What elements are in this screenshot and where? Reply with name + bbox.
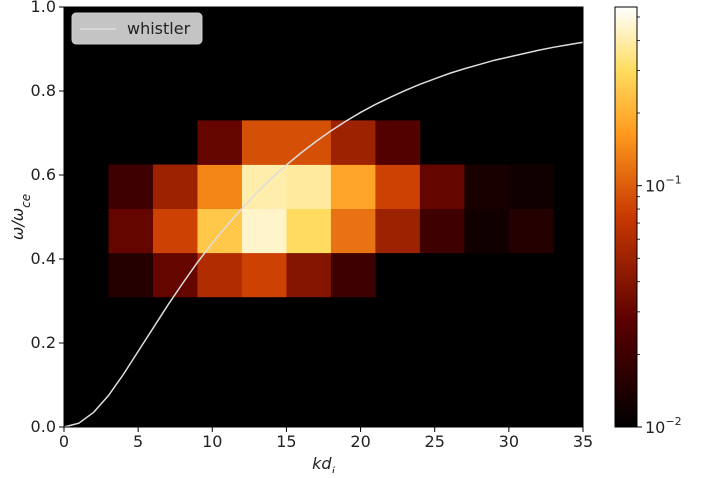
heatmap-cell xyxy=(508,164,554,209)
legend-box xyxy=(71,12,203,45)
heatmap-cell xyxy=(508,208,554,254)
heatmap-cell xyxy=(286,208,332,254)
x-tick-label: 35 xyxy=(573,432,593,451)
heatmap-cell xyxy=(197,164,243,209)
colorbar-tick-label: 10−1 xyxy=(645,174,682,196)
y-tick-label: 0.6 xyxy=(31,165,56,184)
heatmap-cells xyxy=(108,120,554,298)
heatmap-cell xyxy=(330,208,376,254)
series-lines xyxy=(63,41,584,428)
heatmap-cell xyxy=(241,252,287,298)
y-tick-label: 1.0 xyxy=(31,0,56,16)
y-tick-label: 0.8 xyxy=(31,81,56,100)
heatmap-cell xyxy=(375,208,421,254)
heatmap-cell xyxy=(330,252,376,298)
y-axis-label: ω/ωce xyxy=(8,194,33,240)
axes: 0 5 10 15 20 25 30 35 0.0 0.2 0.4 0.6 0.8 1.0 kdi ω/ωce xyxy=(8,0,593,478)
x-tick-label: 10 xyxy=(202,432,222,451)
heatmap-cell xyxy=(108,164,154,209)
heatmap-cell xyxy=(375,120,421,165)
heatmap-cell xyxy=(286,120,332,165)
y-tick-label: 0.0 xyxy=(31,417,56,436)
heatmap-cell xyxy=(286,252,332,298)
heatmap-cell xyxy=(241,208,287,254)
colorbar-gradient xyxy=(614,6,638,428)
heatmap-cell xyxy=(375,164,421,209)
legend-label: whistler xyxy=(127,19,191,38)
plot-frame xyxy=(63,6,584,428)
x-tick-label: 15 xyxy=(276,432,296,451)
x-tick-label: 25 xyxy=(425,432,445,451)
x-tick-label: 0 xyxy=(59,432,69,451)
x-axis-label: kdi xyxy=(312,454,335,473)
x-tick-label: 30 xyxy=(499,432,519,451)
legend: whistler xyxy=(71,12,203,45)
heatmap-cell xyxy=(419,208,465,254)
colorbar-tick-label: 10−2 xyxy=(645,415,682,437)
y-tick-label: 0.4 xyxy=(31,249,56,268)
heatmap-cell xyxy=(241,120,287,165)
x-tick-label: 20 xyxy=(350,432,370,451)
heatmap-cell xyxy=(152,252,198,298)
heatmap-cell xyxy=(330,120,376,165)
heatmap-cell xyxy=(419,164,465,209)
heatmap-cell xyxy=(286,164,332,209)
heatmap-cell xyxy=(464,208,510,254)
heatmap-cell xyxy=(152,164,198,209)
x-tick-label: 5 xyxy=(133,432,143,451)
series-line-whistler xyxy=(63,41,584,428)
colorbar: 10−2 10−1 xyxy=(614,6,682,437)
heatmap-cell xyxy=(197,252,243,298)
heatmap-cell xyxy=(464,164,510,209)
heatmap-cell xyxy=(330,164,376,209)
heatmap-cell xyxy=(197,120,243,165)
heatmap-cell xyxy=(152,208,198,254)
heatmap-cell xyxy=(108,252,154,298)
y-tick-label: 0.2 xyxy=(31,333,56,352)
heatmap-cell xyxy=(108,208,154,254)
